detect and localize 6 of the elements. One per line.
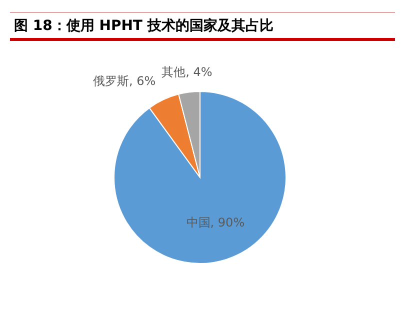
slice-label: 其他, 4%: [162, 64, 212, 79]
pie-slice: [148, 94, 200, 178]
pie-slice: [114, 91, 286, 264]
slice-label: 俄罗斯, 6%: [93, 74, 156, 88]
chart-title: 图 18：使用 HPHT 技术的国家及其占比: [10, 12, 395, 41]
slice-label: 中国, 90%: [186, 216, 245, 230]
